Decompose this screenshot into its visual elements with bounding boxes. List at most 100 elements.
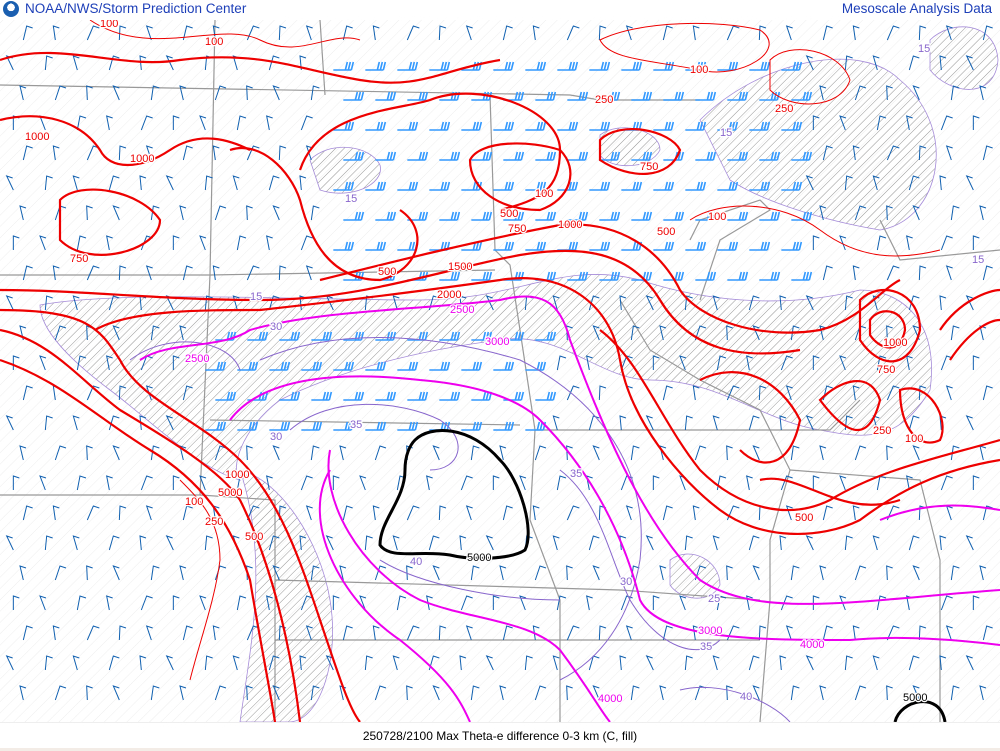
wind-barb [465,625,473,641]
wind-barb [592,685,600,701]
wind-barb [268,655,280,671]
wind-barb [140,475,153,491]
wind-barb [589,241,611,251]
wind-barb [663,271,685,281]
wind-barb [939,535,947,551]
wind-barb [979,325,987,341]
wind-barb [204,655,213,671]
wind-barb [972,115,980,130]
wind-barb [72,295,80,311]
wind-barb [912,445,920,461]
header-title: NOAA/NWS/Storm Prediction Center [25,1,247,16]
wind-barb [236,235,247,251]
wind-barb [599,271,621,281]
wind-barb [945,625,953,641]
wind-barb [791,211,813,221]
wind-barb [106,475,113,491]
wind-barb [908,175,920,191]
wind-barb [819,445,827,461]
wind-barb [759,151,781,161]
wind-barb [684,535,693,551]
wind-barb [145,505,153,521]
wind-barb [22,385,33,401]
wind-barb [727,151,749,161]
wind-barb [310,565,320,581]
wind-barb [945,25,953,41]
wind-barb [972,235,980,250]
wind-barb [822,625,833,641]
wind-barb [912,685,920,701]
wind-barb [812,595,820,610]
wind-barb [567,151,589,161]
wind-barb [343,211,365,221]
contour-label-purple: 35 [700,641,712,653]
wind-barb [621,241,643,251]
wind-barb [746,475,753,491]
wind-barb [237,421,259,431]
wind-barb [86,265,100,281]
wind-barb [659,445,667,461]
wind-barb [588,535,600,551]
contour-label-red: 250 [873,425,891,437]
wind-barb [86,685,93,701]
wind-barb [822,505,833,521]
contour-label-purple: 40 [410,556,422,568]
wind-barb [392,655,400,671]
wind-barb [54,565,67,581]
wind-barb [76,355,87,371]
wind-barb [982,25,993,41]
wind-barb [685,61,707,71]
wind-barb [212,145,220,161]
contour-label-purple: 15 [720,127,732,139]
wind-barb [76,115,87,131]
wind-barb [844,295,853,311]
wind-barb [299,535,307,551]
wind-barb [524,655,533,671]
wind-barb [685,121,707,131]
wind-barb [118,625,127,641]
wind-barb [232,295,240,311]
wind-barb [663,151,685,161]
wind-barb [844,535,853,551]
wind-barb [305,145,313,161]
wind-barb [982,505,993,521]
contour-label-purple: 15 [345,193,357,205]
wind-barb [269,421,291,431]
contour-label-red: 750 [70,253,88,265]
wind-barb [645,535,654,551]
wind-barb [374,685,387,701]
wind-barb [599,211,621,221]
wind-barb [503,331,525,341]
wind-barb [5,295,14,311]
wind-barb [662,625,673,641]
wind-barb [502,505,513,521]
wind-barb [819,205,827,221]
wind-barb [598,625,607,641]
contour-label-magenta: 4000 [598,693,622,705]
wind-barb [645,415,654,431]
contour-label-purple: 25 [708,593,720,605]
wind-barb [118,265,127,281]
wind-barb [493,421,515,431]
wind-barb [779,295,787,311]
wind-barb [407,151,429,161]
wind-barb [785,385,793,401]
wind-barb [429,181,451,191]
wind-barb [785,25,793,41]
wind-barb [566,565,573,581]
contour-label-red: 500 [378,266,396,278]
wind-barb [343,271,365,281]
wind-barb [396,595,407,611]
wind-barb [52,505,60,521]
wind-barb [72,175,80,191]
wind-barb [19,325,27,341]
wind-barb [790,325,800,341]
wind-barb [311,391,333,401]
wind-barb [305,505,313,521]
wind-barb [844,175,853,191]
wind-barb [950,685,960,701]
wind-barb [844,55,853,71]
contour-label-red: 1000 [883,337,907,349]
wind-barb [429,361,451,371]
wind-barb [272,205,280,221]
